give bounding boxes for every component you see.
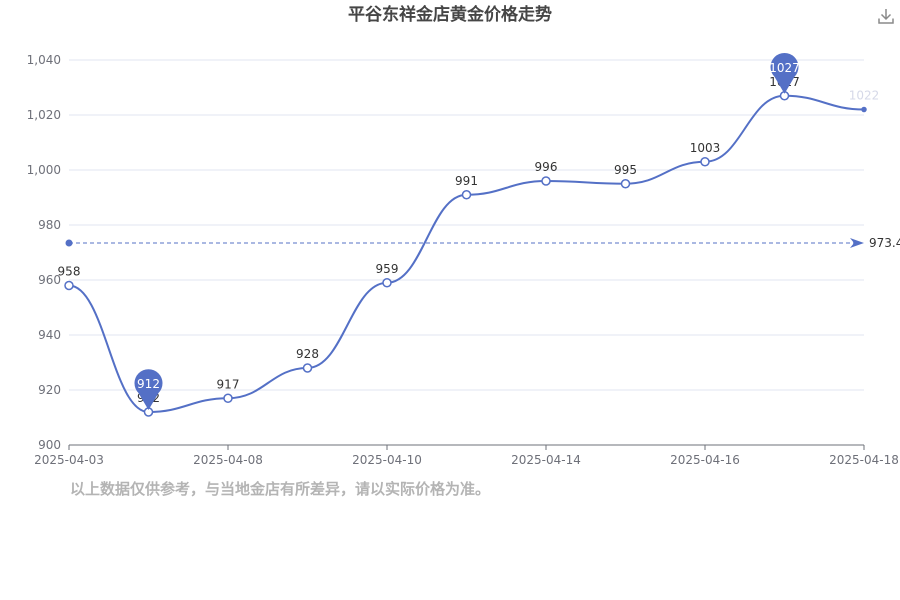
chart-title: 平谷东祥金店黄金价格走势 (348, 4, 552, 25)
x-tick-label: 2025-04-03 (34, 453, 104, 467)
mark-points: 912 1027 (134, 52, 800, 410)
average-line-arrow (850, 238, 864, 249)
y-tick-label: 1,040 (27, 53, 61, 67)
data-label: 917 (217, 377, 240, 391)
y-tick-label: 940 (38, 328, 61, 342)
download-button[interactable] (876, 6, 896, 26)
grid-lines (69, 59, 864, 391)
y-tick-label: 920 (38, 383, 61, 397)
data-label: 959 (376, 262, 399, 276)
x-axis: 2025-04-03 2025-04-08 2025-04-10 2025-04-14… (34, 444, 899, 467)
y-tick-label: 1,000 (27, 163, 61, 177)
disclaimer-note: 以上数据仅供参考，与当地金店有所差异，请以实际价格为准。 (70, 480, 491, 498)
price-series (64, 91, 867, 417)
average-line: 973.45 (65, 236, 900, 250)
data-labels: 958912917928959991996995100310271022 (58, 75, 880, 405)
max-mark-label: 1027 (769, 61, 800, 75)
data-point (223, 393, 233, 403)
data-point (64, 280, 74, 291)
y-tick-label: 980 (38, 218, 61, 232)
data-point (382, 278, 392, 288)
data-label: 958 (58, 265, 81, 279)
series-line (68, 94, 865, 414)
x-tick-label: 2025-04-10 (352, 453, 422, 467)
max-mark-pin (770, 52, 799, 94)
data-point (541, 176, 551, 186)
x-tick-label: 2025-04-08 (193, 453, 263, 467)
y-tick-label: 960 (38, 273, 61, 287)
download-icon (878, 9, 894, 24)
average-value-label: 973.45 (869, 236, 900, 250)
y-tick-label: 1,020 (27, 108, 61, 122)
data-point (461, 190, 472, 200)
y-axis: 900 920 940 960 980 1,000 1,020 1,040 (27, 53, 61, 452)
data-point (620, 179, 631, 189)
x-tick-label: 2025-04-16 (670, 453, 740, 467)
min-mark-pin (134, 369, 163, 410)
y-tick-label: 900 (38, 438, 61, 452)
data-label: 995 (614, 163, 637, 177)
x-tick-label: 2025-04-18 (829, 453, 899, 467)
data-point (861, 106, 867, 113)
data-label: 1003 (690, 141, 721, 155)
x-tick-label: 2025-04-14 (511, 453, 581, 467)
data-label: 996 (535, 160, 558, 174)
data-label: 928 (296, 347, 319, 361)
data-point (302, 363, 313, 373)
min-mark-label: 912 (137, 377, 160, 391)
data-label: 991 (455, 174, 478, 188)
data-label: 1022 (849, 89, 880, 103)
data-point (700, 157, 710, 167)
